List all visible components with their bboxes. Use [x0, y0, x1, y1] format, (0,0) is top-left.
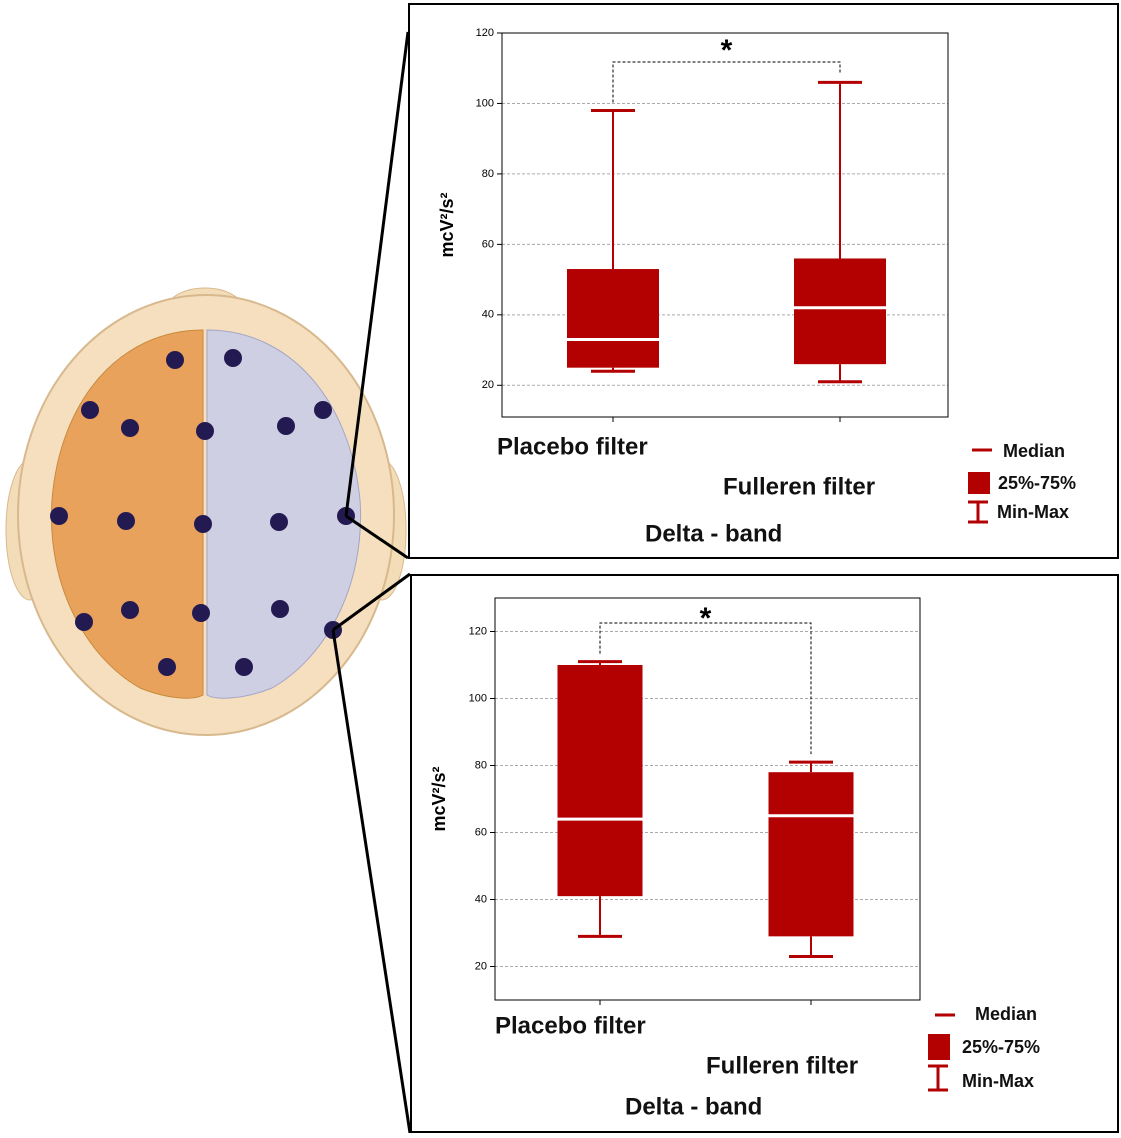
panel-frame [410, 574, 1119, 1133]
x-axis-label: Delta - band [645, 520, 782, 547]
y-tick-label: 120 [469, 625, 487, 637]
legend-minmax [968, 500, 988, 524]
category-label: Fulleren filter [723, 473, 875, 500]
y-tick-label: 20 [475, 960, 487, 972]
legend-label: Min-Max [997, 502, 1069, 522]
box [567, 269, 659, 368]
legend-label: 25%-75% [998, 473, 1076, 493]
panel-frame [408, 3, 1119, 559]
legend-box [968, 472, 990, 494]
y-tick-label: 40 [482, 309, 494, 321]
y-tick-label: 80 [475, 759, 487, 771]
category-label: Placebo filter [497, 433, 648, 460]
plot-frame [501, 32, 949, 418]
box [557, 665, 643, 897]
y-tick-label: 60 [475, 826, 487, 838]
legend-label: Median [975, 1004, 1037, 1024]
annotation: * [700, 602, 712, 635]
annotation: * [721, 34, 733, 67]
y-tick-label: 40 [475, 893, 487, 905]
y-tick-label: 20 [482, 379, 494, 391]
legend-minmax [928, 1064, 948, 1092]
box [794, 258, 886, 365]
y-tick-label: 100 [469, 692, 487, 704]
y-tick-label: 120 [476, 27, 494, 39]
box [768, 772, 854, 937]
y-tick-label: 60 [482, 238, 494, 250]
plot-frame [494, 597, 921, 1001]
legend-box [928, 1034, 950, 1060]
y-axis-label: mcV²/s² [437, 192, 457, 257]
category-label: Placebo filter [495, 1012, 646, 1039]
brain-illustration [5, 31, 412, 1134]
significance-bracket [599, 622, 812, 755]
legend-label: 25%-75% [962, 1037, 1040, 1057]
x-axis-label: Delta - band [625, 1093, 762, 1120]
category-label: Fulleren filter [706, 1052, 858, 1079]
y-tick-label: 100 [476, 97, 494, 109]
y-tick-label: 80 [482, 168, 494, 180]
legend-label: Min-Max [962, 1071, 1034, 1091]
significance-bracket [612, 61, 841, 103]
legend-label: Median [1003, 441, 1065, 461]
y-axis-label: mcV²/s² [429, 766, 449, 831]
